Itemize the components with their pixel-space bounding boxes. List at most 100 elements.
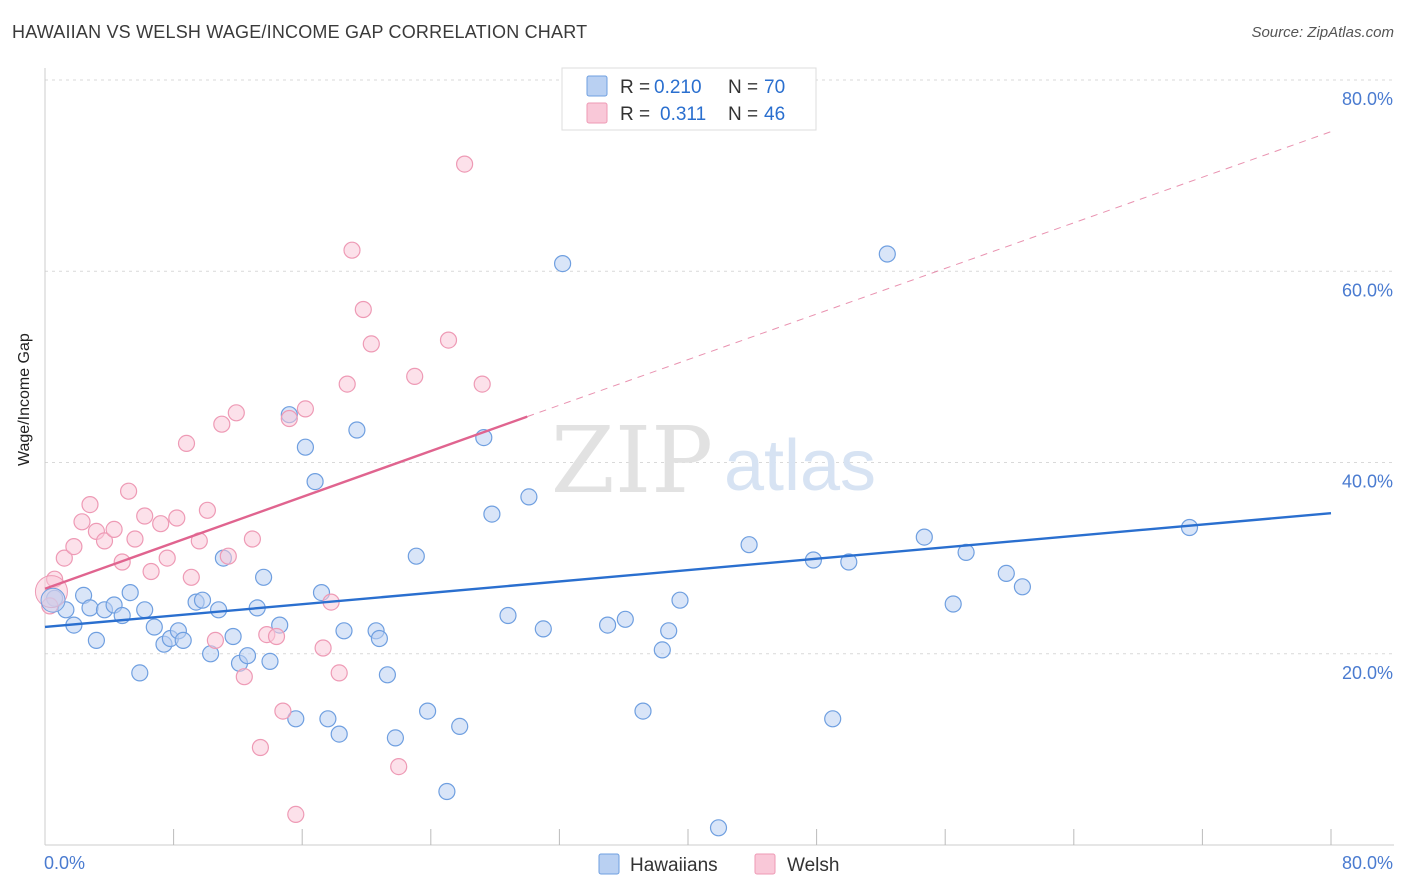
point-hawaiians-67: [997, 564, 1015, 583]
trend-line-hawaiians: [44, 511, 1332, 629]
watermark-atlas: atlas: [724, 426, 876, 506]
point-welsh-8: [105, 520, 123, 539]
point-hawaiians-47: [483, 505, 501, 523]
axes: [44, 68, 1394, 846]
chart-title: HAWAIIAN VS WELSH WAGE/INCOME GAP CORREL…: [12, 22, 588, 42]
point-welsh-37: [338, 375, 356, 393]
point-welsh-23: [219, 547, 237, 565]
point-welsh-15: [158, 549, 176, 567]
point-welsh-27: [251, 738, 269, 757]
point-welsh-13: [142, 562, 160, 581]
point-hawaiians-39: [370, 629, 388, 648]
point-welsh-44: [456, 155, 474, 173]
point-hawaiians-55: [653, 641, 671, 659]
point-hawaiians-53: [616, 610, 634, 628]
point-hawaiians-32: [306, 473, 324, 491]
point-hawaiians-16: [174, 631, 192, 650]
point-welsh-24: [227, 404, 245, 422]
tick-labels: 20.0% 40.0% 60.0% 80.0% 0.0% 80.0%: [44, 89, 1393, 873]
legend-bottom: Hawaiians Welsh: [598, 853, 839, 876]
legend-swatch-welsh: [586, 102, 608, 124]
point-hawaiians-54: [634, 702, 652, 720]
watermark: ZIP atlas: [551, 407, 876, 514]
point-welsh-31: [280, 409, 298, 428]
y-tick-label-60: 60.0%: [1342, 280, 1393, 300]
point-welsh-26: [243, 530, 261, 548]
point-welsh-36: [330, 664, 348, 682]
point-welsh-20: [198, 501, 216, 519]
legend-bottom-label-hawaiians: Hawaiians: [630, 855, 718, 876]
point-hawaiians-51: [553, 255, 572, 273]
point-hawaiians-63: [878, 245, 896, 263]
point-welsh-42: [406, 367, 424, 385]
point-welsh-17: [177, 434, 196, 452]
point-welsh-29: [267, 627, 286, 646]
data-points: [34, 155, 1199, 837]
point-welsh-3: [65, 537, 83, 556]
legend-r-value-hawaiians: 0.210: [654, 77, 702, 98]
y-tick-label-40: 40.0%: [1342, 472, 1393, 492]
point-hawaiians-50: [534, 620, 552, 638]
point-welsh-12: [136, 507, 154, 525]
point-hawaiians-64: [915, 528, 933, 546]
point-hawaiians-56: [660, 622, 678, 640]
point-hawaiians-42: [407, 547, 425, 565]
point-hawaiians-35: [330, 725, 348, 743]
point-hawaiians-27: [261, 652, 279, 671]
point-hawaiians-30: [287, 710, 305, 728]
point-welsh-18: [182, 568, 200, 586]
point-hawaiians-24: [238, 647, 257, 665]
point-hawaiians-5: [87, 631, 106, 650]
point-hawaiians-52: [598, 616, 617, 634]
point-hawaiians-61: [824, 710, 842, 728]
point-hawaiians-45: [451, 717, 469, 736]
point-hawaiians-57: [671, 591, 689, 609]
point-welsh-39: [354, 300, 372, 319]
point-hawaiians-9: [121, 583, 139, 602]
point-hawaiians-48: [499, 606, 517, 625]
legend-bottom-swatch-welsh: [754, 853, 776, 875]
point-hawaiians-68: [1013, 578, 1032, 596]
legend-top: R = 0.210 N = 70 R = 0.311 N = 46: [561, 67, 817, 131]
point-welsh-40: [362, 335, 380, 353]
legend-n-label-hawaiians: N =: [728, 77, 758, 98]
legend-n-value-welsh: 46: [764, 104, 785, 125]
watermark-zip: ZIP: [551, 407, 713, 514]
point-welsh-43: [439, 331, 458, 349]
y-tick-label-20: 20.0%: [1342, 663, 1393, 683]
trend-lines: [44, 131, 1332, 629]
point-hawaiians-12: [145, 618, 163, 636]
point-welsh-2: [55, 549, 73, 567]
point-welsh-5: [81, 496, 99, 514]
point-welsh-32: [287, 805, 305, 824]
point-hawaiians-49: [520, 488, 538, 506]
point-hawaiians-36: [335, 622, 353, 640]
point-hawaiians-11: [136, 601, 154, 619]
legend-r-value-welsh: 0.311: [660, 104, 706, 125]
legend-n-label-welsh: N =: [728, 104, 758, 125]
point-hawaiians-62: [840, 553, 858, 571]
trend-line-welsh-extension: [527, 131, 1332, 418]
point-welsh-10: [120, 482, 138, 500]
point-welsh-7: [95, 532, 114, 550]
legend-r-label-welsh: R =: [620, 104, 650, 125]
x-tick-label-max: 80.0%: [1342, 853, 1393, 873]
y-tick-label-80: 80.0%: [1342, 89, 1393, 109]
point-hawaiians-44: [438, 782, 456, 801]
point-hawaiians-69: [1180, 518, 1199, 537]
point-hawaiians-34: [319, 710, 337, 728]
point-welsh-11: [126, 530, 144, 548]
x-tick-label-min: 0.0%: [44, 853, 85, 873]
point-welsh-4: [73, 513, 91, 531]
point-hawaiians-18: [193, 591, 212, 609]
point-hawaiians-65: [944, 595, 962, 613]
legend-r-label-hawaiians: R =: [620, 77, 650, 98]
point-welsh-14: [152, 515, 170, 533]
legend-bottom-swatch-hawaiians: [598, 853, 620, 875]
point-welsh-21: [206, 631, 224, 650]
point-hawaiians-43: [419, 702, 437, 720]
point-hawaiians-10: [131, 664, 149, 682]
point-hawaiians-22: [224, 627, 242, 646]
point-welsh-38: [343, 241, 361, 259]
